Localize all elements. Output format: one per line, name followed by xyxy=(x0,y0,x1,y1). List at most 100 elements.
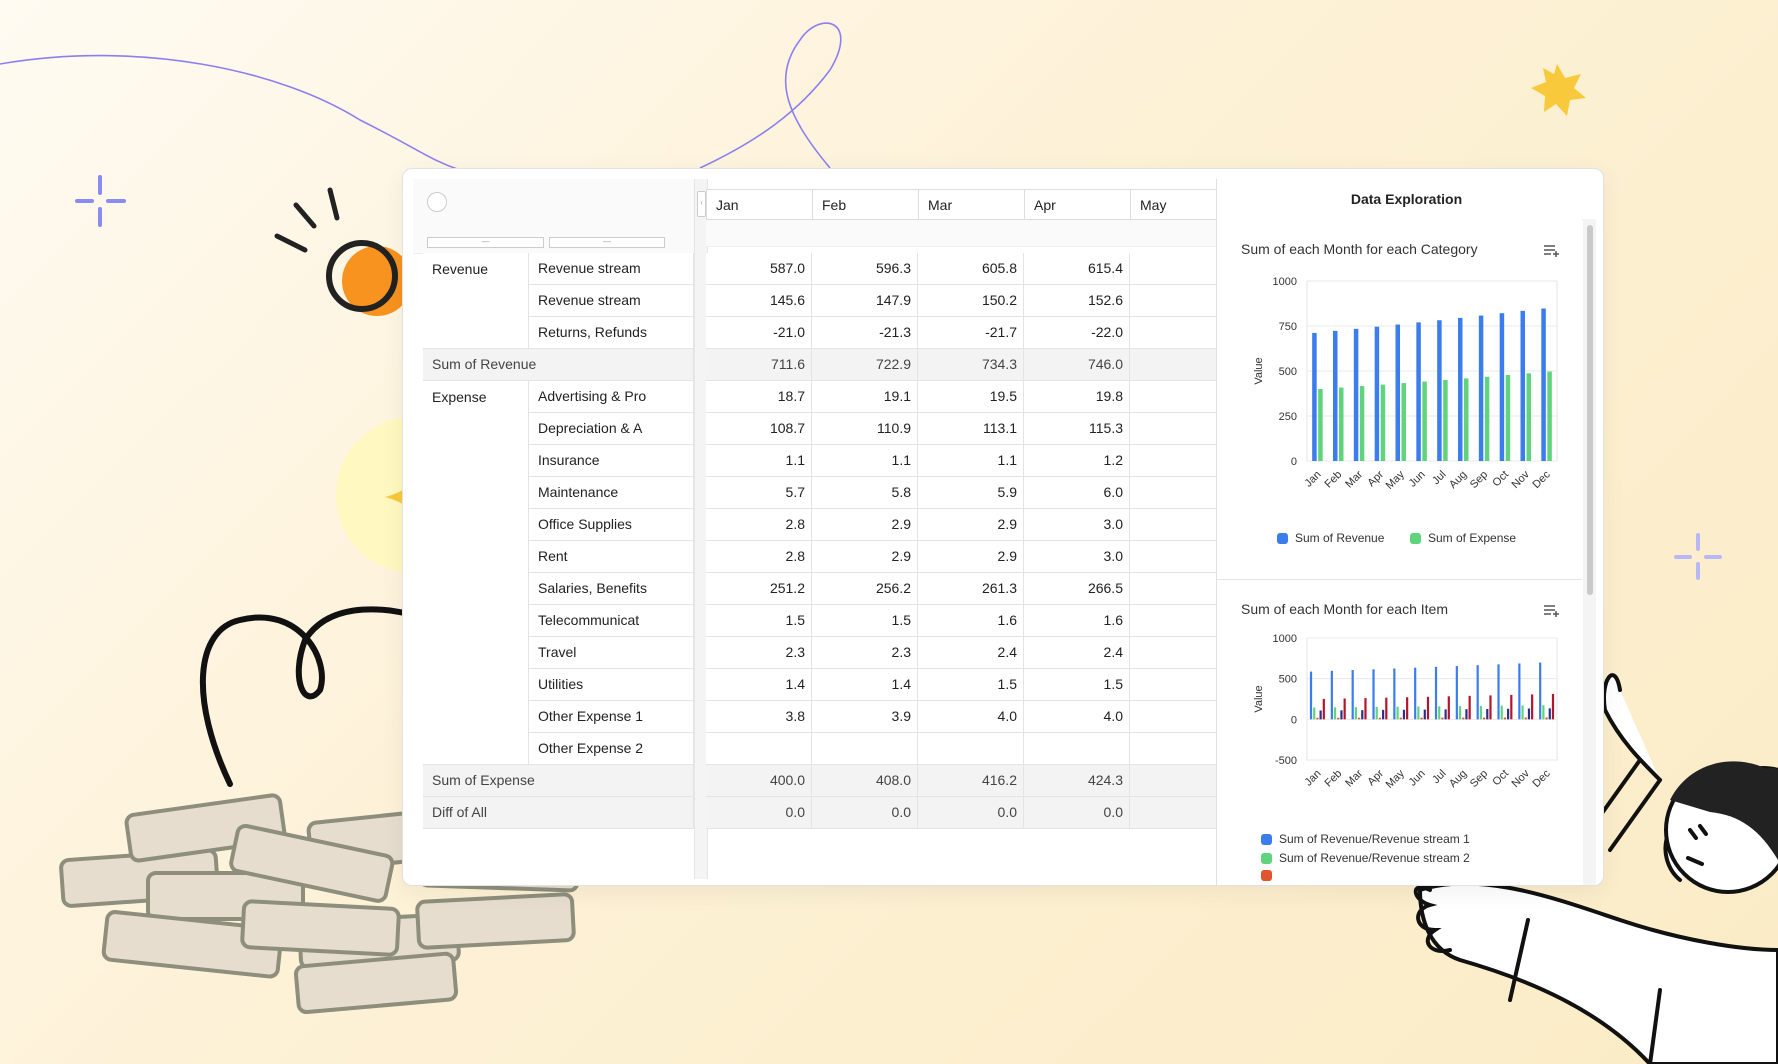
value-cell: 0.0 xyxy=(918,797,1024,829)
row-item-label: Travel xyxy=(529,637,694,669)
value-cell: 0.0 xyxy=(812,797,918,829)
sparkle-icon xyxy=(1674,533,1722,580)
value-cell: 1.5 xyxy=(812,605,918,637)
chart-menu-icon[interactable] xyxy=(1543,244,1559,258)
swirl-arrow-icon xyxy=(199,606,439,787)
x-tick-label: May xyxy=(1384,767,1408,791)
row-header-filter-1[interactable]: — xyxy=(427,237,544,248)
value-cell: 5.7 xyxy=(706,477,812,509)
bar-aug xyxy=(1458,706,1462,720)
bar-jun xyxy=(1414,667,1417,720)
x-tick-label: Jul xyxy=(1430,469,1448,487)
select-all-checkbox[interactable] xyxy=(427,192,447,212)
chart-menu-icon[interactable] xyxy=(1543,604,1559,618)
x-tick-label: Dec xyxy=(1530,767,1553,790)
bar-jul xyxy=(1443,380,1448,461)
x-tick-label: Mar xyxy=(1343,767,1365,789)
bar-jul xyxy=(1437,320,1442,461)
bar-nov xyxy=(1531,694,1534,720)
app-window: — — ‹ Jan Feb Mar Apr May Revenue Revenue str… xyxy=(402,168,1604,886)
row-item-label: Revenue stream xyxy=(529,285,694,317)
bar-jun xyxy=(1423,709,1426,720)
bar-jul xyxy=(1438,706,1441,720)
x-tick-label: Aug xyxy=(1447,768,1469,790)
legend-label: Sum of Revenue/Revenue stream 1 xyxy=(1279,832,1470,846)
row-item-label: Insurance xyxy=(529,445,694,477)
total-row-label: Diff of All xyxy=(423,797,694,829)
bar-nov xyxy=(1520,310,1525,461)
panel-scrollbar[interactable] xyxy=(1583,219,1596,885)
value-cell xyxy=(1130,349,1217,381)
column-header-may[interactable]: May xyxy=(1130,189,1217,220)
value-cell xyxy=(1130,445,1217,477)
x-tick-label: Nov xyxy=(1510,468,1533,491)
row-item-label: Utilities xyxy=(529,669,694,701)
legend-item[interactable]: Sum of Revenue xyxy=(1277,531,1384,545)
value-cell: 4.0 xyxy=(918,701,1024,733)
value-cell: 2.9 xyxy=(918,509,1024,541)
bar-feb xyxy=(1330,670,1333,720)
row-item-label: Other Expense 2 xyxy=(529,733,694,765)
value-cell: -22.0 xyxy=(1024,317,1130,349)
column-header-feb[interactable]: Feb xyxy=(812,189,918,220)
legend-item[interactable]: Sum of Revenue/Revenue stream 1 xyxy=(1261,832,1470,846)
y-axis-label: Value xyxy=(1253,357,1265,384)
ring-burst-icon xyxy=(274,187,412,316)
bar-may xyxy=(1395,324,1400,461)
value-cell xyxy=(1130,669,1217,701)
bar-jan xyxy=(1316,717,1319,720)
column-header-apr[interactable]: Apr xyxy=(1024,189,1130,220)
bar-jun xyxy=(1417,706,1420,720)
bar-dec xyxy=(1541,308,1546,461)
x-tick-label: Nov xyxy=(1510,767,1533,790)
row-item-label: Advertising & Pro xyxy=(529,381,694,413)
legend-item[interactable]: Sum of Expense xyxy=(1410,531,1516,545)
bar-may xyxy=(1399,717,1402,720)
y-tick-label: 500 xyxy=(1279,366,1297,378)
value-cell: 150.2 xyxy=(918,285,1024,317)
x-tick-label: Sep xyxy=(1468,469,1490,491)
value-cell: 1.5 xyxy=(706,605,812,637)
collapse-pane-icon[interactable]: ‹ xyxy=(697,191,706,217)
value-cell: 2.4 xyxy=(1024,637,1130,669)
value-cell xyxy=(1130,381,1217,413)
legend-label: Sum of Expense xyxy=(1428,531,1517,545)
value-cell: 115.3 xyxy=(1024,413,1130,445)
value-cell: 0.0 xyxy=(1024,797,1130,829)
row-item-label: Office Supplies xyxy=(529,509,694,541)
bar-sep xyxy=(1478,315,1484,461)
legend-swatch xyxy=(1261,870,1272,881)
legend-item[interactable]: Sum of Revenue/Revenue stream 2 xyxy=(1261,851,1470,865)
scrollbar-thumb[interactable] xyxy=(1587,225,1593,595)
bar-feb xyxy=(1339,387,1344,461)
column-header-subrow xyxy=(706,220,1217,247)
legend-item[interactable] xyxy=(1261,870,1279,881)
y-tick-label: 500 xyxy=(1279,674,1297,686)
column-header-jan[interactable]: Jan xyxy=(706,189,812,220)
bar-dec xyxy=(1542,705,1545,720)
value-cell: 3.0 xyxy=(1024,541,1130,573)
value-cell: 3.9 xyxy=(812,701,918,733)
value-cell: -21.0 xyxy=(706,317,812,349)
bar-oct xyxy=(1497,664,1500,720)
bar-jul xyxy=(1444,709,1447,720)
bar-nov xyxy=(1524,717,1527,720)
x-tick-label: Jun xyxy=(1407,768,1428,789)
value-cell xyxy=(812,733,918,765)
value-cell: 2.3 xyxy=(706,637,812,669)
value-cell: 596.3 xyxy=(812,253,918,285)
bar-mar xyxy=(1351,670,1354,720)
bar-mar xyxy=(1364,698,1367,720)
column-header-mar[interactable]: Mar xyxy=(918,189,1024,220)
bar-mar xyxy=(1357,717,1361,720)
row-group-revenue[interactable]: Revenue xyxy=(423,253,529,349)
value-cell: 1.4 xyxy=(812,669,918,701)
bar-mar xyxy=(1353,328,1359,461)
row-group-expense[interactable]: Expense xyxy=(423,381,529,765)
bar-feb xyxy=(1340,710,1343,720)
row-item-label: Revenue stream xyxy=(529,253,694,285)
value-cell: 424.3 xyxy=(1024,765,1130,797)
value-cell: 400.0 xyxy=(706,765,812,797)
row-header-filter-2[interactable]: — xyxy=(549,237,665,248)
